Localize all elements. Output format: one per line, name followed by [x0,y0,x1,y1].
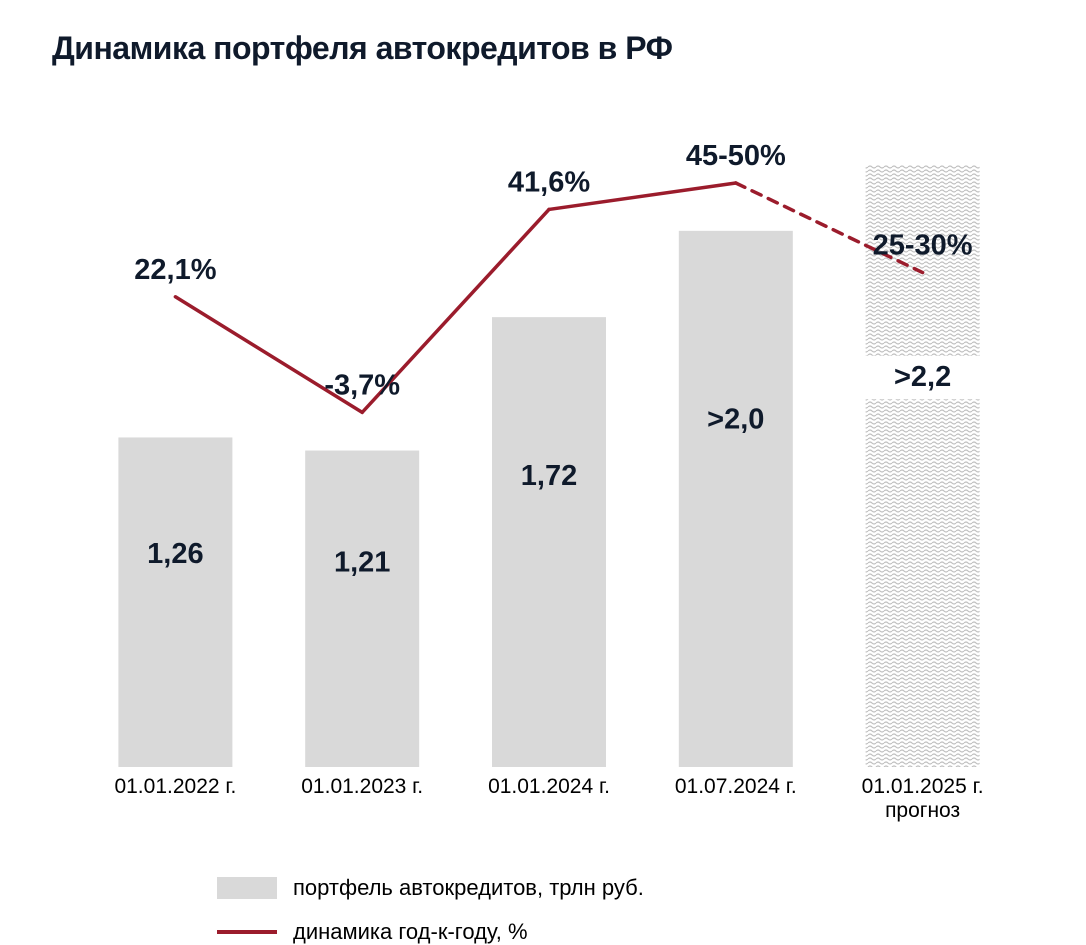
plot-svg: 1,26 1,21 1,72 >2,0 >2,2 22,1% -3,7% 41,6% 45-50… [52,87,1046,767]
trend-line-label: 45-50% [686,140,786,172]
bar-value-label: 1,26 [147,538,203,570]
trend-line-label: 22,1% [134,254,216,286]
chart-title: Динамика портфеля автокредитов в РФ [52,30,1046,67]
x-axis-tick: 01.01.2023 г. [272,775,452,799]
trend-line-label: 41,6% [508,166,590,198]
x-axis-tick: 01.07.2024 г. [646,775,826,799]
legend-swatch-line [217,922,277,942]
bar-value-label: 1,21 [334,546,390,578]
x-axis-tick-label: 01.01.2024 г. [488,775,610,798]
x-axis-tick: 01.01.2022 г. [85,775,265,799]
x-axis-tick-label: 01.07.2024 г. [675,775,797,798]
plot-area: 1,26 1,21 1,72 >2,0 >2,2 22,1% -3,7% 41,6% 45-50… [52,87,1046,767]
trend-line-label: 25-30% [873,230,973,262]
x-axis-tick-label: 01.01.2022 г. [114,775,236,798]
chart-container: Динамика портфеля автокредитов в РФ 1,26… [0,0,1086,917]
x-axis-tick: 01.01.2025 г.прогноз [833,775,1013,823]
legend: портфель автокредитов, трлн руб. динамика… [217,875,1046,945]
trend-line-label: -3,7% [324,369,400,401]
legend-item-bars: портфель автокредитов, трлн руб. [217,875,1046,901]
bar-value-label: >2,0 [707,404,764,436]
legend-label: портфель автокредитов, трлн руб. [293,875,644,901]
legend-item-line: динамика год-к-году, % [217,919,1046,945]
x-axis-tick-sublabel: прогноз [833,799,1013,823]
bar-value-label: 1,72 [521,460,577,492]
x-axis: 01.01.2022 г. 01.01.2023 г. 01.01.2024 г. 0… [52,775,1046,835]
x-axis-tick-label: 01.01.2025 г. [862,775,984,798]
x-axis-tick: 01.01.2024 г. [459,775,639,799]
bar [679,231,793,767]
legend-label: динамика год-к-году, % [293,919,528,945]
x-axis-tick-label: 01.01.2023 г. [301,775,423,798]
bar [305,451,419,767]
bar [118,437,232,767]
bar [492,317,606,767]
legend-swatch-bar [217,877,277,899]
bar-value-label: >2,2 [894,361,951,393]
